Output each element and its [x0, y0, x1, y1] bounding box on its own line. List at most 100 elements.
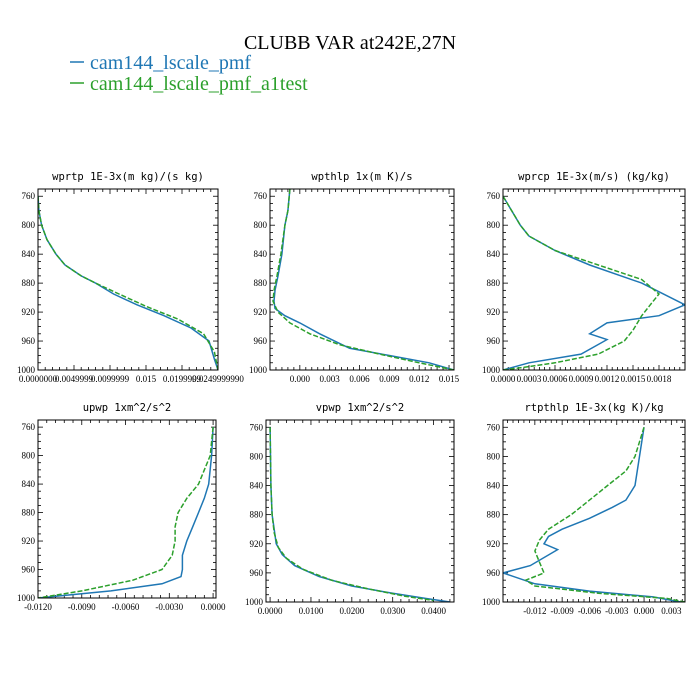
y-tick-label: 880 — [250, 510, 264, 520]
y-tick-label: 800 — [22, 451, 36, 461]
x-tick-label: 0.0000 — [258, 606, 283, 616]
series-2-line — [38, 196, 218, 370]
legend-label-1: cam144_lscale_pmf — [90, 52, 251, 74]
y-tick-label: 960 — [22, 336, 36, 346]
y-tick-label: 1000 — [245, 597, 264, 607]
x-tick-label: -0.0120 — [24, 602, 52, 612]
series-1-line — [269, 427, 451, 602]
panel-title: wpthlp 1x(m K)/s — [311, 171, 412, 183]
x-tick-label: 0.003 — [320, 374, 341, 384]
y-tick-label: 760 — [22, 422, 36, 432]
y-tick-label: 1000 — [482, 365, 501, 375]
x-tick-label: 0.000 — [290, 374, 311, 384]
x-tick-label: 0.012 — [409, 374, 429, 384]
x-tick-label: 0.0049999 — [55, 374, 94, 384]
x-tick-label: 0.006 — [349, 374, 370, 384]
y-tick-label: 960 — [487, 568, 501, 578]
x-tick-label: 0.0018 — [647, 374, 672, 384]
y-tick-label: 760 — [254, 191, 268, 201]
x-tick-label: 0.0300 — [380, 606, 405, 616]
y-tick-label: 800 — [254, 220, 268, 230]
x-tick-label: 0.015 — [439, 374, 460, 384]
x-tick-label: 0.0003 — [517, 374, 542, 384]
x-tick-label: 0.0199999 — [163, 374, 202, 384]
panel-1: wprtp 1E-3x(m kg)/(s kg) 760 800 840 880 920 9… — [17, 171, 244, 384]
panel-title: wprtp 1E-3x(m kg)/(s kg) — [52, 171, 204, 183]
x-tick-label: -0.0060 — [112, 602, 140, 612]
x-tick-label: 0.0249999990 — [192, 374, 244, 384]
figure-title: CLUBB VAR at242E,27N — [244, 32, 456, 54]
plot-frame — [37, 419, 217, 599]
y-tick-label: 840 — [487, 249, 501, 259]
plot-frame — [502, 419, 686, 603]
y-tick-label: 760 — [487, 191, 501, 201]
y-tick-label: 840 — [487, 481, 501, 491]
x-tick-label: 0.015 — [136, 374, 157, 384]
y-tick-label: 840 — [22, 249, 36, 259]
series-2-line — [269, 427, 434, 602]
y-tick-label: 920 — [254, 307, 268, 317]
x-tick-label: -0.006 — [578, 606, 602, 616]
x-tick-label: -0.009 — [551, 606, 575, 616]
x-tick-label: 0.0400 — [421, 606, 446, 616]
plot-frame — [265, 419, 455, 603]
x-tick-label: 0.0000000 — [19, 374, 58, 384]
panel-6: rtpthlp 1E-3x(kg K)/kg 760 800 840 880 920 960… — [482, 402, 686, 616]
y-tick-label: 1000 — [17, 365, 36, 375]
x-tick-label: 0.0000 — [491, 374, 516, 384]
y-tick-label: 840 — [22, 479, 36, 489]
panels: wprtp 1E-3x(m kg)/(s kg) 760 800 840 880 920 9… — [17, 171, 686, 616]
y-tick-label: 840 — [254, 249, 268, 259]
y-tick-label: 1000 — [482, 597, 501, 607]
panel-3: wprcp 1E-3x(m/s) (kg/kg) 760 800 840 880 920 9… — [482, 171, 686, 384]
panel-title: vpwp 1xm^2/s^2 — [316, 402, 405, 414]
x-tick-label: -0.0030 — [155, 602, 183, 612]
x-tick-label: 0.0099999 — [91, 374, 130, 384]
y-tick-label: 880 — [487, 278, 501, 288]
plot-frame — [269, 188, 455, 371]
legend: cam144_lscale_pmf cam144_lscale_pmf_a1te… — [70, 52, 308, 95]
series-1-line — [503, 195, 685, 370]
series-1-line — [273, 189, 454, 370]
y-tick-label: 800 — [22, 220, 36, 230]
series-1-line — [38, 196, 218, 370]
x-tick-label: 0.000 — [634, 606, 655, 616]
y-tick-label: 920 — [250, 539, 264, 549]
y-tick-label: 960 — [250, 568, 264, 578]
panel-title: upwp 1xm^2/s^2 — [83, 402, 172, 414]
y-tick-label: 1000 — [17, 593, 36, 603]
plot-frame — [502, 188, 686, 371]
series-2-line — [524, 427, 685, 602]
y-tick-label: 760 — [250, 422, 264, 432]
panel-2: wpthlp 1x(m K)/s 760 800 840 880 920 960 1000 0.… — [249, 171, 460, 384]
y-tick-label: 960 — [22, 565, 36, 575]
series-2-line — [503, 195, 661, 370]
x-tick-label: 0.003 — [661, 606, 682, 616]
y-tick-label: 920 — [22, 307, 36, 317]
y-tick-label: 960 — [254, 336, 268, 346]
x-tick-label: 0.0009 — [569, 374, 594, 384]
y-tick-label: 800 — [487, 451, 501, 461]
series-2-line — [38, 427, 214, 598]
series-1-line — [38, 427, 214, 598]
y-tick-label: 920 — [22, 536, 36, 546]
x-tick-label: -0.003 — [605, 606, 629, 616]
y-tick-label: 760 — [487, 422, 501, 432]
panel-4: upwp 1xm^2/s^27608008408809209601000-0.0… — [17, 402, 226, 612]
y-tick-label: 880 — [254, 278, 268, 288]
y-tick-label: 920 — [487, 539, 501, 549]
x-tick-label: 0.009 — [379, 374, 400, 384]
x-tick-label: -0.012 — [523, 606, 546, 616]
x-tick-label: 0.0100 — [299, 606, 324, 616]
series-1-line — [503, 427, 681, 602]
y-tick-label: 840 — [250, 481, 264, 491]
x-tick-label: 0.0000 — [201, 602, 226, 612]
y-tick-label: 760 — [22, 191, 36, 201]
x-tick-label: 0.0015 — [621, 374, 646, 384]
y-tick-label: 920 — [487, 307, 501, 317]
series-2-line — [272, 189, 454, 370]
plot-frame — [37, 188, 219, 371]
y-tick-label: 1000 — [249, 365, 268, 375]
y-tick-label: 880 — [22, 508, 36, 518]
